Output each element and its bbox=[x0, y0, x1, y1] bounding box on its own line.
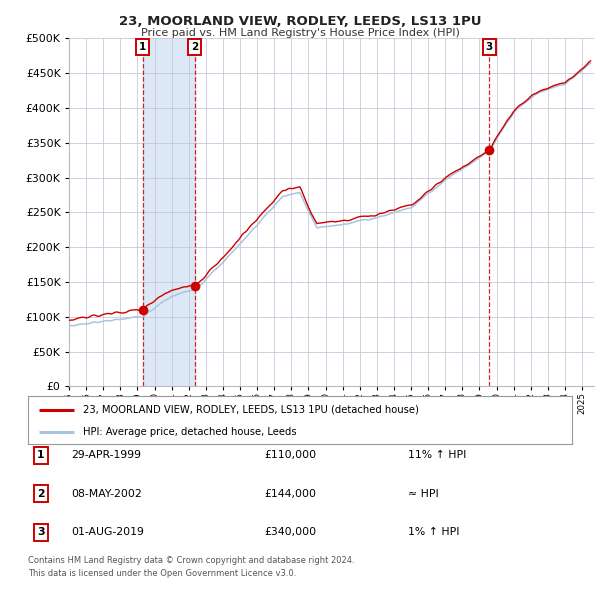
Text: 3: 3 bbox=[486, 42, 493, 53]
Text: 2: 2 bbox=[191, 42, 199, 53]
Text: HPI: Average price, detached house, Leeds: HPI: Average price, detached house, Leed… bbox=[83, 427, 296, 437]
Text: This data is licensed under the Open Government Licence v3.0.: This data is licensed under the Open Gov… bbox=[28, 569, 296, 578]
Text: 29-APR-1999: 29-APR-1999 bbox=[71, 451, 141, 460]
Text: 1% ↑ HPI: 1% ↑ HPI bbox=[408, 527, 460, 537]
Bar bbox=[143, 38, 195, 386]
Text: 1: 1 bbox=[37, 451, 44, 460]
Text: Contains HM Land Registry data © Crown copyright and database right 2024.: Contains HM Land Registry data © Crown c… bbox=[28, 556, 355, 565]
Text: 11% ↑ HPI: 11% ↑ HPI bbox=[408, 451, 466, 460]
Text: 23, MOORLAND VIEW, RODLEY, LEEDS, LS13 1PU: 23, MOORLAND VIEW, RODLEY, LEEDS, LS13 1… bbox=[119, 15, 481, 28]
Text: 1: 1 bbox=[139, 42, 146, 53]
Text: ≈ HPI: ≈ HPI bbox=[408, 489, 439, 499]
Text: £144,000: £144,000 bbox=[264, 489, 316, 499]
Text: 01-AUG-2019: 01-AUG-2019 bbox=[71, 527, 143, 537]
Text: £340,000: £340,000 bbox=[264, 527, 316, 537]
Text: £110,000: £110,000 bbox=[264, 451, 316, 460]
Text: 23, MOORLAND VIEW, RODLEY, LEEDS, LS13 1PU (detached house): 23, MOORLAND VIEW, RODLEY, LEEDS, LS13 1… bbox=[83, 405, 418, 415]
Text: 2: 2 bbox=[37, 489, 44, 499]
Text: 08-MAY-2002: 08-MAY-2002 bbox=[71, 489, 142, 499]
Text: Price paid vs. HM Land Registry's House Price Index (HPI): Price paid vs. HM Land Registry's House … bbox=[140, 28, 460, 38]
Text: 3: 3 bbox=[37, 527, 44, 537]
